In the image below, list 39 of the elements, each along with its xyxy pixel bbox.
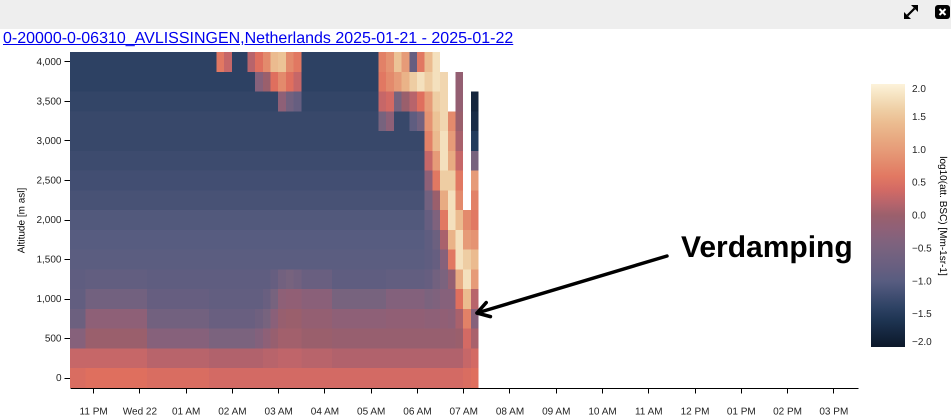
color-bar-label: −1.0: [912, 276, 932, 288]
x-tick-label: 09 AM: [542, 406, 570, 417]
y-axis-title: Altitude [m asl]: [16, 187, 28, 254]
x-tick-label: 11 PM: [80, 406, 108, 417]
y-tick-label: 1,000: [36, 294, 62, 306]
x-tick-label: 12 PM: [680, 406, 710, 417]
y-tick-label: 2,500: [36, 175, 62, 186]
y-tick-label: 2,000: [36, 215, 62, 226]
y-tick-label: 500: [44, 334, 62, 345]
x-tick-label: 03 AM: [264, 406, 293, 417]
y-tick-label: 1,500: [36, 254, 62, 266]
color-bar-label: −1.5: [912, 309, 932, 320]
x-tick-label: 01 PM: [726, 406, 756, 417]
x-tick-label: 10 AM: [588, 406, 617, 417]
color-bar-label: 2.0: [912, 84, 926, 95]
color-bar-label: 1.5: [912, 112, 926, 123]
x-tick-label: 01 AM: [172, 406, 200, 417]
y-tick-label: 0: [56, 373, 62, 384]
x-tick-label: 08 AM: [496, 406, 524, 417]
y-tick-label: 3,500: [36, 96, 62, 108]
x-tick-label: 06 AM: [403, 406, 432, 417]
x-tick-label: 05 AM: [357, 406, 386, 417]
color-bar-label: 0.0: [912, 210, 926, 222]
x-tick-label: 07 AM: [450, 406, 478, 417]
color-bar-title: log10(att. BSC) [Mm-1sr-1]: [937, 156, 948, 276]
x-tick-label: 11 AM: [634, 406, 663, 417]
chart-title: 0-20000-0-06310_AVLISSINGEN,Netherlands 2025-01-21 - 2025-01-22: [3, 30, 514, 48]
x-tick-label: 04 AM: [310, 406, 340, 417]
y-tick-label: 3,000: [36, 136, 62, 147]
x-tick-label: 03 PM: [819, 406, 848, 417]
color-bar-label: 1.0: [912, 144, 926, 156]
color-bar-label: −0.5: [912, 243, 932, 254]
x-tick-label: Wed 22: [122, 406, 158, 417]
x-tick-label: 02 PM: [773, 406, 802, 417]
x-tick-label: 02 AM: [218, 406, 247, 417]
annotation: Verdamping: [681, 231, 853, 264]
y-tick-label: 4,000: [36, 56, 62, 68]
color-bar-label: 0.5: [912, 178, 926, 189]
color-bar-label: −2.0: [912, 337, 932, 348]
